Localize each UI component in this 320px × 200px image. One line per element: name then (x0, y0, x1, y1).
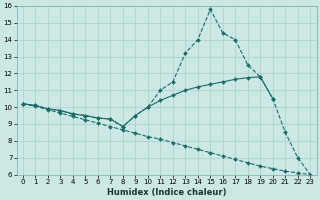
X-axis label: Humidex (Indice chaleur): Humidex (Indice chaleur) (107, 188, 226, 197)
